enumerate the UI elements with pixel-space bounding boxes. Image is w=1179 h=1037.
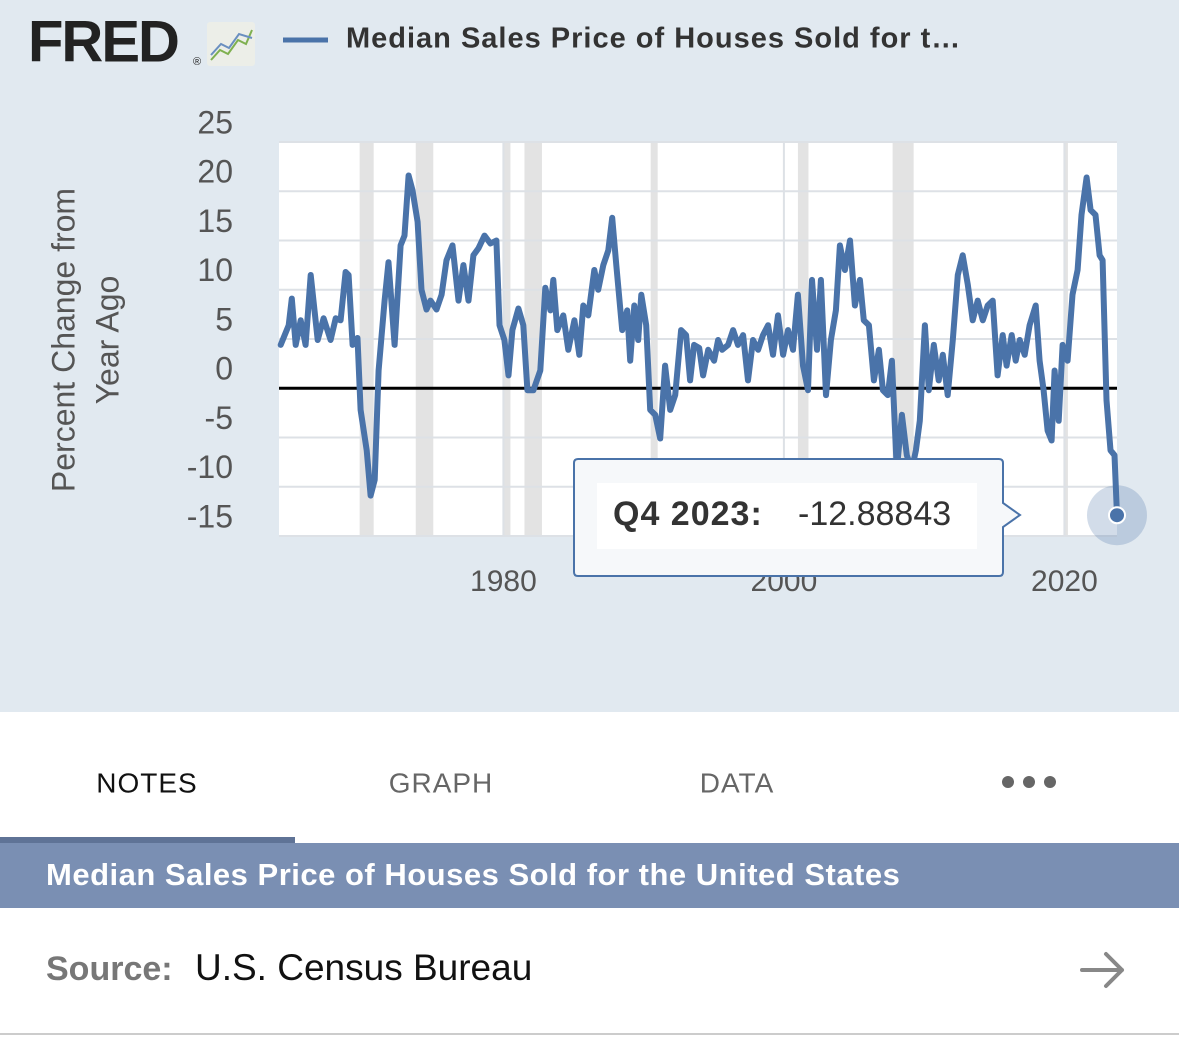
y-tick-label: -10	[187, 449, 233, 485]
y-axis-label: Percent Change from	[45, 188, 81, 492]
series-line	[277, 172, 1120, 519]
tooltip-value: -12.88843	[798, 495, 951, 533]
source-value: U.S. Census Bureau	[195, 947, 532, 988]
y-tick-label: 10	[197, 252, 233, 288]
tab[interactable]: GRAPH	[389, 767, 494, 798]
logo-icon-line	[210, 29, 253, 61]
tab[interactable]: DATA	[700, 767, 775, 798]
tab-underline	[0, 837, 295, 843]
x-tick-label: 2020	[1031, 565, 1098, 598]
y-tick-label: -5	[205, 400, 233, 436]
dot	[1023, 776, 1035, 788]
y-axis-label: Year Ago	[89, 276, 125, 405]
logo-text: FRED	[28, 9, 178, 74]
source-row[interactable]: Source: U.S. Census Bureau	[46, 947, 1124, 988]
title-bar	[0, 843, 1179, 908]
more-button[interactable]	[1002, 776, 1056, 788]
y-tick-label: 20	[197, 154, 233, 190]
y-tick-label: 0	[215, 351, 233, 387]
y-tick-label: 25	[197, 104, 233, 140]
logo-icon-line	[210, 32, 253, 56]
logo-mark: ®	[193, 56, 201, 68]
source-label: Source:	[46, 950, 173, 988]
y-tick-label: 15	[197, 203, 233, 239]
dot	[1044, 776, 1056, 788]
y-tick-label: -15	[187, 498, 233, 534]
arrow-icon	[1080, 952, 1124, 988]
tooltip-inner	[597, 483, 977, 549]
tab[interactable]: NOTES	[96, 767, 197, 798]
legend-label: Median Sales Price of Houses Sold for t…	[346, 23, 961, 55]
y-tick-label: 5	[215, 301, 233, 337]
series-title: Median Sales Price of Houses Sold for th…	[46, 857, 900, 892]
tooltip-label: Q4 2023:	[613, 495, 763, 533]
dot	[1002, 776, 1014, 788]
hover-point	[1108, 506, 1126, 525]
x-tick-label: 1980	[470, 565, 537, 598]
plot	[277, 141, 1120, 537]
